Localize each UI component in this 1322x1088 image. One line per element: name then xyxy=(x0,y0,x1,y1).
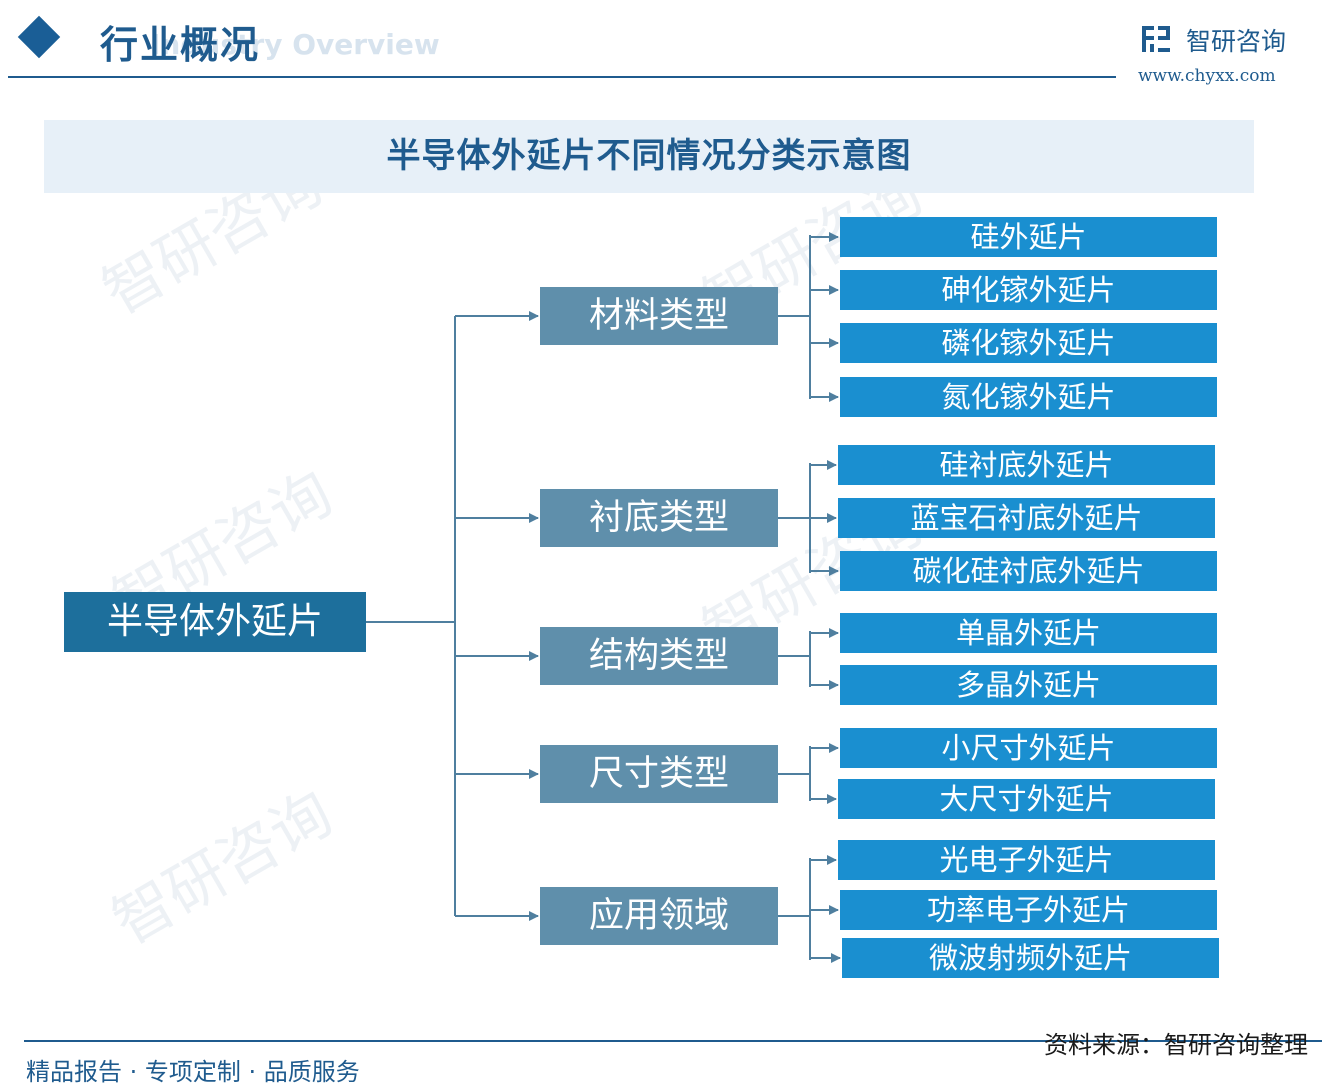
category-size-type: 尺寸类型 xyxy=(540,745,778,803)
header-divider xyxy=(8,76,1116,78)
category-label: 衬底类型 xyxy=(588,498,729,538)
leaf-node-label: 微波射频外延片 xyxy=(928,941,1132,975)
leaf-node: 光电子外延片 xyxy=(838,840,1215,880)
category-application-field: 应用领域 xyxy=(540,887,778,945)
leaf-node: 单晶外延片 xyxy=(840,613,1217,653)
leaf-node: 碳化硅衬底外延片 xyxy=(840,551,1217,591)
category-label: 结构类型 xyxy=(588,636,729,676)
leaf-node: 小尺寸外延片 xyxy=(840,728,1217,768)
header-subtitle-en: Industry Overview xyxy=(150,28,440,61)
leaf-node-label: 砷化镓外延片 xyxy=(941,273,1116,307)
leaf-node-label: 单晶外延片 xyxy=(955,616,1101,650)
leaf-node-label: 多晶外延片 xyxy=(955,668,1101,702)
category-material-type: 材料类型 xyxy=(540,287,778,345)
footer-source: 资料来源：智研咨询整理 xyxy=(1044,1031,1308,1059)
leaf-node-label: 功率电子外延片 xyxy=(926,893,1130,927)
leaf-node: 氮化镓外延片 xyxy=(840,377,1217,417)
brand-name: 智研咨询 xyxy=(1186,27,1287,56)
leaf-node-label: 磷化镓外延片 xyxy=(941,326,1116,360)
leaf-node: 蓝宝石衬底外延片 xyxy=(838,498,1215,538)
leaf-node-label: 氮化镓外延片 xyxy=(941,380,1116,414)
root-node: 半导体外延片 xyxy=(64,592,366,652)
leaf-node-label: 大尺寸外延片 xyxy=(939,782,1114,816)
leaf-node-label: 光电子外延片 xyxy=(939,843,1114,877)
leaf-node-label: 碳化硅衬底外延片 xyxy=(912,554,1145,588)
category-label: 尺寸类型 xyxy=(588,754,729,794)
category-substrate-type: 衬底类型 xyxy=(540,489,778,547)
footer-divider xyxy=(24,1040,1322,1042)
leaf-node-label: 蓝宝石衬底外延片 xyxy=(910,501,1143,535)
chyxx-logo-icon xyxy=(1142,26,1170,52)
leaf-node: 微波射频外延片 xyxy=(842,938,1219,978)
category-label: 应用领域 xyxy=(588,896,729,936)
brand-url: www.chyxx.com xyxy=(1138,66,1276,86)
leaf-node: 硅衬底外延片 xyxy=(838,445,1215,485)
header-title: 行业概况 xyxy=(100,23,261,67)
leaf-node: 多晶外延片 xyxy=(840,665,1217,705)
leaf-node: 砷化镓外延片 xyxy=(840,270,1217,310)
leaf-node: 磷化镓外延片 xyxy=(840,323,1217,363)
category-structure-type: 结构类型 xyxy=(540,627,778,685)
leaf-node: 硅外延片 xyxy=(840,217,1217,257)
diagram-title-banner: 半导体外延片不同情况分类示意图 xyxy=(44,120,1254,193)
leaf-node: 大尺寸外延片 xyxy=(838,779,1215,819)
category-label: 材料类型 xyxy=(588,296,729,336)
root-node-label: 半导体外延片 xyxy=(106,601,323,642)
diagram-title: 半导体外延片不同情况分类示意图 xyxy=(386,136,912,176)
leaf-node: 功率电子外延片 xyxy=(840,890,1217,930)
leaf-node-label: 小尺寸外延片 xyxy=(941,731,1116,765)
leaf-node-label: 硅衬底外延片 xyxy=(939,448,1114,482)
footer-slogan: 精品报告 · 专项定制 · 品质服务 xyxy=(26,1058,360,1086)
leaf-node-label: 硅外延片 xyxy=(970,220,1087,254)
